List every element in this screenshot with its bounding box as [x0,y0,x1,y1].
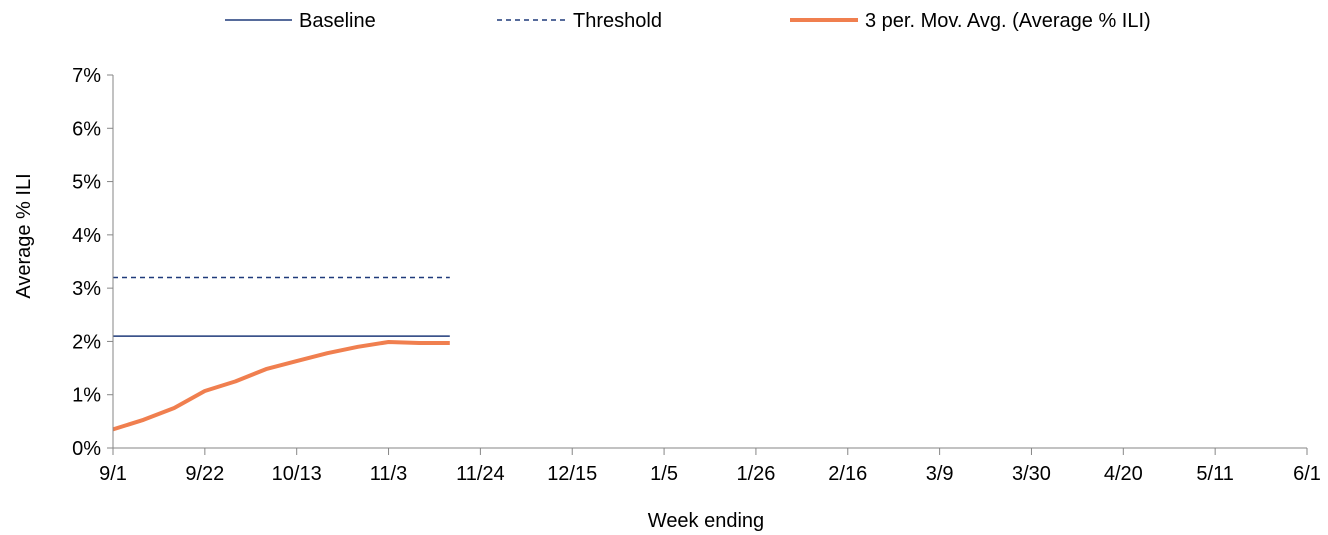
x-tick-label: 11/24 [456,463,505,485]
y-tick-label: 6% [72,118,101,140]
x-tick-label: 6/1 [1293,463,1321,485]
series-line-2 [112,340,450,432]
x-tick-label: 5/11 [1196,463,1233,485]
legend-label-2: 3 per. Mov. Avg. (Average % ILI) [865,10,1151,32]
legend-label-1: Threshold [573,10,662,32]
y-axis-title: Average % ILI [13,173,35,298]
x-tick-label: 11/3 [370,463,407,485]
y-tick-label: 4% [72,225,101,247]
y-tick-label: 0% [72,438,101,460]
x-tick-label: 12/15 [547,463,597,485]
legend: Baseline Threshold 3 per. Mov. Avg. (Avera… [225,10,1151,32]
y-tick-label: 3% [72,278,101,300]
x-tick-label: 9/22 [185,463,224,485]
x-tick-label: 1/5 [650,463,678,485]
y-tick-label: 7% [72,65,101,87]
x-tick-label: 4/20 [1104,463,1143,485]
x-axis-title: Week ending [648,510,764,532]
x-axis: 9/1 9/22 10/13 11/3 11/24 12/15 1/5 1/26 2/16 3/9… [99,447,1321,485]
x-tick-label: 10/13 [272,463,322,485]
x-tick-label: 3/30 [1012,463,1051,485]
legend-label-0: Baseline [299,10,376,32]
x-tick-label: 9/1 [99,463,127,485]
y-axis: 0% 1% 2% 3% 4% 5% 6% 7% [72,65,114,460]
x-tick-label: 2/16 [828,463,867,485]
x-tick-label: 1/26 [736,463,775,485]
y-tick-label: 1% [72,385,101,407]
y-tick-label: 2% [72,331,101,353]
y-tick-label: 5% [72,172,101,194]
plot-area [112,276,450,432]
x-tick-label: 3/9 [926,463,954,485]
